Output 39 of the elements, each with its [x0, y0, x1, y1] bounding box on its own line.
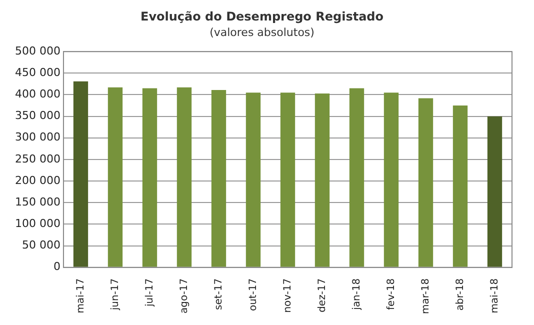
- y-tick-label: 150 000: [14, 195, 60, 208]
- x-tick-label: mai-17: [75, 278, 86, 314]
- bar: [211, 90, 226, 267]
- y-tick-label: 0: [53, 260, 60, 274]
- y-tick-label: 500 000: [14, 44, 60, 58]
- y-tick-label: 250 000: [14, 152, 60, 166]
- x-tick-label: jun-17: [110, 278, 121, 312]
- y-tick-label: 200 000: [14, 174, 60, 187]
- bar: [384, 92, 399, 267]
- x-tick-label: ago-17: [178, 278, 190, 314]
- y-tick-label: 400 000: [14, 88, 60, 101]
- x-tick-label: set-17: [213, 278, 224, 310]
- x-tick-label: jul-17: [144, 278, 156, 308]
- x-tick-label: jan-18: [351, 278, 362, 311]
- bar: [487, 116, 502, 267]
- y-tick-label: 300 000: [14, 130, 60, 144]
- y-tick-label: 450 000: [14, 66, 60, 80]
- x-tick-label: mar-18: [420, 278, 432, 314]
- x-tick-label: mai-18: [489, 278, 500, 314]
- chart-subtitle: (valores absolutos): [210, 26, 314, 39]
- x-tick-label: out-17: [248, 278, 259, 312]
- bar: [246, 92, 261, 267]
- y-tick-label: 350 000: [14, 109, 60, 122]
- bar: [349, 88, 364, 267]
- bar: [418, 98, 434, 267]
- bar: [142, 88, 158, 267]
- y-tick-label: 100 000: [14, 217, 60, 230]
- bar: [280, 92, 296, 267]
- bar: [73, 81, 88, 267]
- y-tick-label: 50 000: [22, 238, 60, 252]
- chart-title: Evolução do Desemprego Registado: [140, 9, 384, 24]
- bar: [176, 87, 192, 267]
- x-tick-label: fev-18: [386, 278, 397, 310]
- bar: [108, 87, 123, 267]
- x-tick-label: abr-18: [454, 278, 466, 311]
- x-tick-label: dez-17: [316, 278, 328, 312]
- x-tick-label: nov-17: [282, 278, 294, 313]
- bar: [314, 93, 330, 267]
- bar: [452, 106, 468, 267]
